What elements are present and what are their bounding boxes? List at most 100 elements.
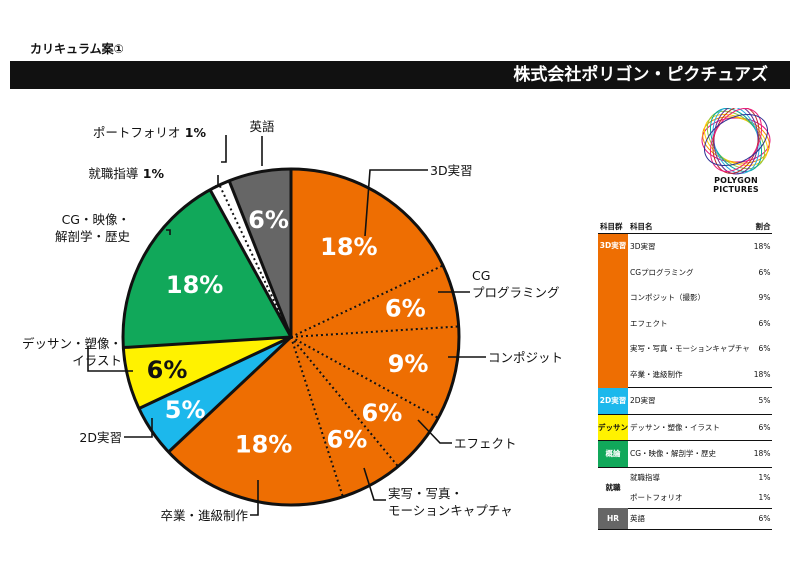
slice-divider (227, 180, 293, 338)
legend-header-row: 科目群 科目名 割合 (598, 219, 773, 234)
slice-pct-label: 6% (385, 295, 426, 323)
slice-pct-label: 5% (165, 396, 206, 424)
slice-divider (290, 336, 439, 419)
legend-subject: 卒業・進級制作 (628, 361, 752, 388)
callout-leader-line (124, 418, 153, 438)
legend-row: エフェクト 6% (598, 311, 772, 337)
slice-pct-label: 9% (388, 350, 429, 378)
pie-slice-9 (123, 189, 291, 348)
slice-divider (218, 184, 292, 338)
legend-group-cell: 2D実習 (598, 387, 628, 415)
legend-subject: エフェクト (630, 318, 668, 328)
legend-pct: 6% (758, 318, 771, 328)
slice-divider (167, 335, 293, 454)
legend-group-cell: 就職 (598, 467, 628, 508)
logo-text: POLYGON PICTURES (713, 176, 759, 194)
callout-leader-line (166, 229, 171, 235)
legend-row: HR 英語 6% (598, 508, 773, 530)
legend-pct: 6% (758, 344, 771, 354)
callout-label: 就職指導 1% (88, 166, 164, 181)
legend-subject: 就職指導 (630, 473, 660, 482)
legend-header-group: 科目群 (598, 219, 628, 234)
legend-pct: 1% (751, 487, 773, 509)
callout-leader-line (221, 135, 227, 163)
callout-label: CG プログラミング (472, 268, 560, 300)
legend-header-pct: 割合 (751, 219, 773, 234)
legend-group-cell: 3D実習 (598, 233, 628, 388)
legend-group-cell: HR (598, 508, 628, 530)
callout-leader-line (417, 419, 452, 444)
legend-subject: CGプログラミング (630, 267, 694, 277)
pie-slice-1 (291, 169, 444, 337)
callout-leader-line (215, 175, 219, 187)
legend-row: 実写・写真・モーションキャプチャ 6% (598, 336, 772, 362)
legend-pct: 6% (751, 414, 773, 441)
slice-divider (123, 335, 292, 350)
legend-pct: 6% (758, 267, 771, 277)
legend-pct: 5% (751, 387, 773, 415)
legend-pct: 6% (751, 508, 773, 530)
legend-row: 2D実習 2D実習 5% (598, 387, 773, 415)
legend-subject: CG・映像・解剖学・歴史 (628, 440, 752, 468)
legend-row: 概論 CG・映像・解剖学・歴史 18% (598, 440, 773, 468)
slice-divider (290, 336, 399, 468)
callout-label: デッサン・塑像・イラスト (22, 336, 122, 368)
pie-slice-7 (138, 337, 291, 453)
callout-label: 3D実習 (430, 163, 473, 178)
slice-pct-label: 18% (166, 271, 223, 299)
legend-row: CGプログラミング 6% (598, 260, 772, 286)
legend-header-subject: 科目名 (628, 219, 752, 234)
slice-pct-label: 6% (147, 356, 188, 384)
slice-pct-label: 6% (248, 206, 289, 234)
callout-label: 英語 (249, 119, 275, 134)
slice-divider (290, 264, 444, 338)
legend-row: デッサン デッサン・塑像・イラスト 6% (598, 414, 773, 441)
callout-label: ポートフォリオ 1% (93, 125, 207, 140)
callout-label: コンポジット (488, 350, 563, 365)
legend-group-cell: デッサン (598, 414, 628, 441)
legend-pct: 18% (751, 361, 773, 388)
legend-pct: 9% (758, 293, 771, 303)
legend-pct: 18% (753, 242, 771, 252)
legend-table: 科目群 科目名 割合 3D実習 3D実習 18% CGプログラミング 6% コンポジット（… (598, 219, 773, 530)
pie-slice-6 (168, 337, 343, 506)
callout-label: エフェクト (454, 436, 517, 451)
legend-pct: 1% (758, 473, 771, 482)
legend-subject: デッサン・塑像・イラスト (628, 414, 752, 441)
slice-divider (290, 336, 344, 498)
title-bar: 株式会社ポリゴン・ピクチュアズ (10, 61, 790, 89)
callout-leader-line (364, 169, 428, 237)
legend-subject: 2D実習 (628, 387, 752, 415)
slice-pct-label: 18% (320, 233, 377, 261)
slice-pct-label: 6% (362, 399, 403, 427)
page-label: カリキュラム案① (30, 42, 124, 56)
legend-subject: 3D実習 (630, 242, 656, 252)
pie-slice-3 (291, 326, 459, 418)
legend-subject: 実写・写真・モーションキャプチャ (630, 344, 750, 354)
callout-leader-line (363, 467, 386, 501)
legend-subject: ポートフォリオ (628, 487, 752, 509)
legend-subject: コンポジット（撮影） (630, 293, 705, 303)
pie-slice-2 (291, 265, 459, 337)
legend-row: 卒業・進級制作 18% (598, 361, 773, 388)
polygon-pictures-logo (701, 108, 771, 175)
legend-row: 就職 就職指導 1% (598, 467, 772, 508)
pie-slice-5 (291, 337, 399, 497)
legend-row: コンポジット（撮影） 9% (598, 285, 772, 311)
legend-row: ポートフォリオ 1% (598, 487, 773, 509)
slice-divider (138, 335, 292, 410)
legend-row: 3D実習 3D実習 18% (598, 233, 772, 388)
slice-pct-label: 18% (235, 431, 292, 459)
callout-label: 卒業・進級制作 (160, 508, 248, 523)
callout-label: 実写・写真・モーションキャプチャ (388, 486, 513, 518)
company-name: 株式会社ポリゴン・ピクチュアズ (513, 65, 768, 85)
legend-pct: 18% (751, 440, 773, 468)
slice-divider (290, 325, 459, 338)
legend-group-cell: 概論 (598, 440, 628, 468)
callout-leader-line (250, 480, 259, 516)
pie-slice-4 (291, 337, 439, 467)
pie-slice-8 (123, 337, 291, 409)
callout-label: 2D実習 (79, 430, 122, 445)
callout-leader-line (87, 346, 133, 372)
